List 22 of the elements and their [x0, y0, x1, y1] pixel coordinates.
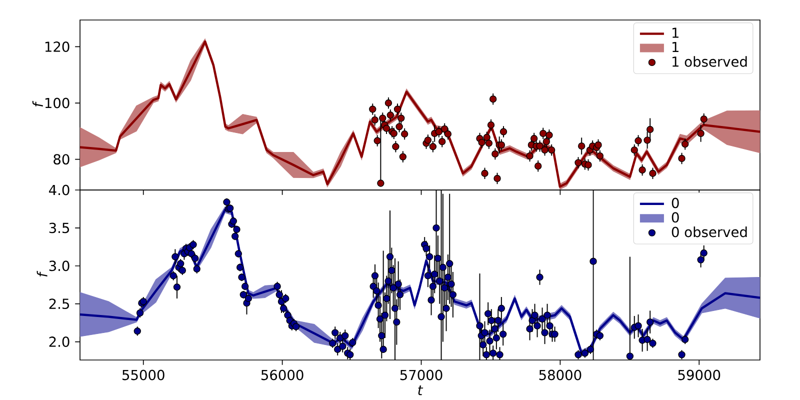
text: 0	[672, 212, 679, 223]
x-tick-label: 57000	[400, 370, 442, 380]
y-tick-label: 3.0	[49, 260, 70, 272]
legend-label: 1 observed	[672, 56, 747, 67]
legend-label: 0	[672, 198, 679, 208]
y-tick-label: 2.0	[49, 336, 70, 347]
y-tick-label: 2.5	[49, 298, 70, 310]
x-tick-label: 59000	[678, 370, 720, 380]
y-tick-label: 4.0	[48, 184, 70, 196]
y-tick-label: 100	[45, 98, 70, 108]
x-tick-label: 58000	[539, 370, 582, 380]
legend-label: 0 observed	[672, 226, 747, 238]
y-axis-title: f	[32, 100, 43, 106]
y-tick-label: 80	[54, 154, 70, 165]
y-axis-title: f	[36, 270, 48, 276]
x-axis-title: t	[418, 385, 424, 396]
legend-label: 1	[672, 28, 678, 38]
text: 1	[672, 42, 678, 52]
y-tick-label: 120	[45, 42, 70, 52]
y-tick-label: 3.5	[49, 222, 70, 234]
x-tick-label: 55000	[122, 370, 164, 380]
x-tick-label: 56000	[261, 370, 304, 380]
